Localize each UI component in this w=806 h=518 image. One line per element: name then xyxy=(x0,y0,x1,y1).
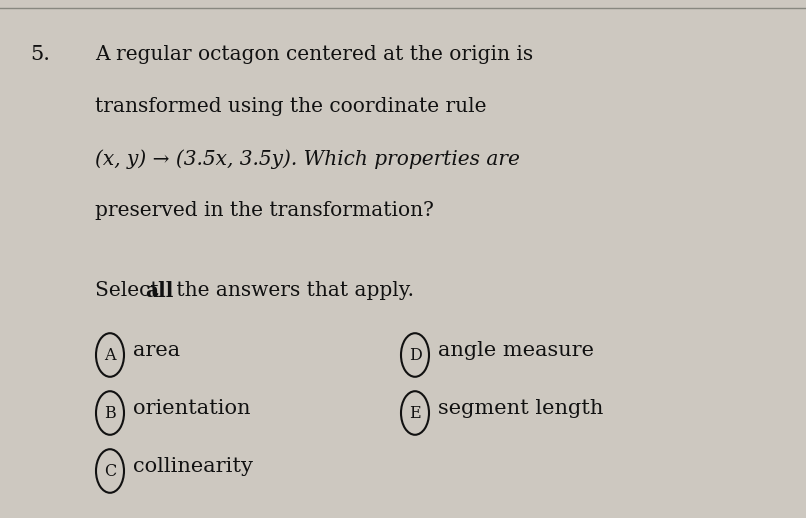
Text: collinearity: collinearity xyxy=(133,457,253,476)
Text: angle measure: angle measure xyxy=(438,341,594,360)
Text: the answers that apply.: the answers that apply. xyxy=(170,281,414,300)
Text: area: area xyxy=(133,341,180,360)
Text: E: E xyxy=(409,405,421,422)
Text: A: A xyxy=(104,347,116,364)
Text: D: D xyxy=(409,347,422,364)
Text: 5.: 5. xyxy=(30,45,50,64)
Text: Select: Select xyxy=(95,281,165,300)
Text: B: B xyxy=(104,405,116,422)
Text: A regular octagon centered at the origin is: A regular octagon centered at the origin… xyxy=(95,45,533,64)
Text: all: all xyxy=(145,281,173,301)
Text: preserved in the transformation?: preserved in the transformation? xyxy=(95,201,434,220)
Text: orientation: orientation xyxy=(133,399,251,418)
Text: (x, y) → (3.5x, 3.5y). Which properties are: (x, y) → (3.5x, 3.5y). Which properties … xyxy=(95,149,520,169)
Text: C: C xyxy=(104,463,116,480)
Text: transformed using the coordinate rule: transformed using the coordinate rule xyxy=(95,97,487,116)
Text: segment length: segment length xyxy=(438,399,604,418)
